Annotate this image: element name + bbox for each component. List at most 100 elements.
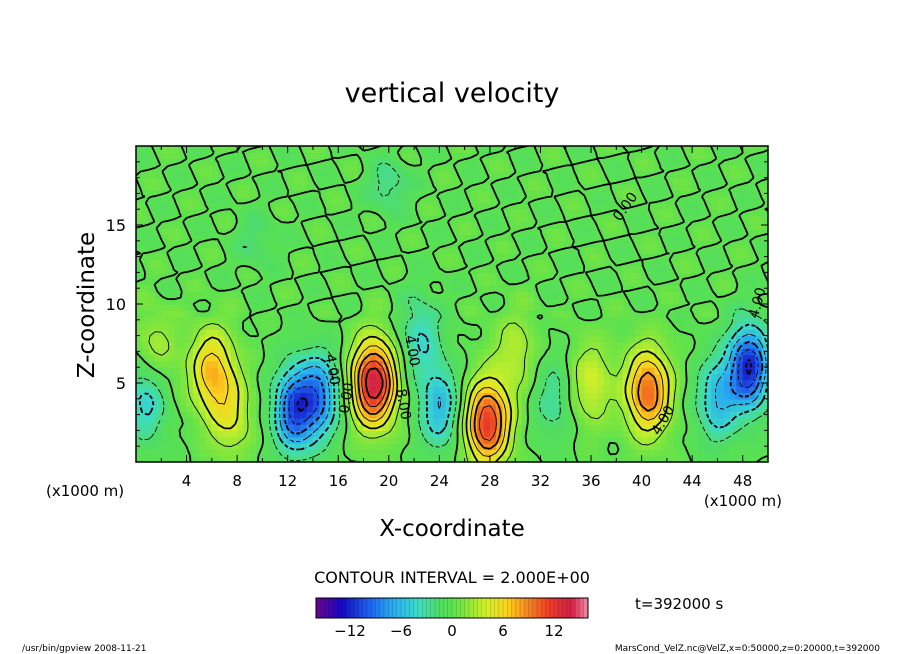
heat-cell <box>654 316 662 324</box>
heat-cell <box>300 285 308 292</box>
heat-cell <box>502 171 510 179</box>
heat-cell <box>502 424 510 431</box>
heat-cell <box>452 146 459 153</box>
heat-cell <box>553 354 561 362</box>
heat-cell <box>534 405 542 413</box>
heat-cell <box>654 367 662 375</box>
heat-cell <box>679 341 687 349</box>
heat-cell <box>489 164 497 172</box>
heat-cell <box>496 424 504 431</box>
heat-cell <box>439 411 447 419</box>
heat-cell <box>173 152 181 160</box>
heat-cell <box>420 164 428 172</box>
heat-cell <box>647 360 655 368</box>
heat-cell <box>711 253 719 261</box>
heat-cell <box>761 322 768 330</box>
heat-cell <box>711 341 719 349</box>
heat-cell <box>262 436 270 444</box>
heat-cell <box>224 240 232 248</box>
heat-cell <box>540 259 548 267</box>
heat-cell <box>647 247 655 255</box>
heat-cell <box>344 196 352 204</box>
heat-cell <box>237 228 245 236</box>
heat-cell <box>534 354 542 362</box>
heat-cell <box>230 158 238 166</box>
heat-cell <box>622 234 630 242</box>
heat-cell <box>199 202 207 210</box>
heat-cell <box>142 234 150 242</box>
heat-cell <box>205 259 213 267</box>
heat-cell <box>180 341 188 349</box>
heat-cell <box>546 379 554 387</box>
heat-cell <box>508 259 516 267</box>
heat-cell <box>628 322 636 330</box>
heat-cell <box>249 322 257 330</box>
heat-cell <box>186 430 194 438</box>
heat-cell <box>572 259 579 267</box>
heat-cell <box>622 247 630 255</box>
heat-cell <box>294 152 301 160</box>
heat-cell <box>477 310 485 318</box>
heat-cell <box>521 417 529 425</box>
heat-cell <box>559 430 567 438</box>
heat-cell <box>199 259 207 267</box>
heat-cell <box>527 190 535 198</box>
heat-cell <box>230 367 238 375</box>
heat-cell <box>205 405 213 413</box>
heat-cell <box>666 398 674 406</box>
heat-cell <box>685 354 693 362</box>
heat-cell <box>730 392 737 400</box>
heat-cell <box>679 373 687 381</box>
heat-cell <box>540 455 548 462</box>
heat-cell <box>477 316 485 324</box>
heat-cell <box>376 304 384 311</box>
heat-cell <box>167 379 175 387</box>
heat-cell <box>452 367 459 375</box>
heat-cell <box>369 405 377 413</box>
heat-cell <box>496 234 504 242</box>
heat-cell <box>610 411 617 419</box>
heat-cell <box>426 341 434 349</box>
heat-cell <box>685 215 693 223</box>
heat-cell <box>256 146 263 153</box>
heat-cell <box>458 341 466 349</box>
heat-cell <box>407 202 415 210</box>
heat-cell <box>489 329 497 337</box>
heat-cell <box>414 221 421 229</box>
heat-cell <box>685 247 693 255</box>
heat-cell <box>249 335 257 343</box>
heat-cell <box>376 164 384 172</box>
heat-cell <box>173 240 181 248</box>
heat-cell <box>755 278 763 286</box>
heat-cell <box>749 158 756 166</box>
heat-cell <box>578 360 586 368</box>
heat-cell <box>641 259 649 267</box>
heat-cell <box>344 341 352 349</box>
heat-cell <box>622 266 630 273</box>
heat-cell <box>654 424 662 431</box>
heat-cell <box>382 455 390 462</box>
heat-cell <box>527 152 535 160</box>
heat-cell <box>230 322 238 330</box>
heat-cell <box>565 322 573 330</box>
heat-cell <box>325 272 333 280</box>
heat-cell <box>237 379 245 387</box>
heat-cell <box>167 177 175 185</box>
heat-cell <box>287 209 295 217</box>
heat-cell <box>180 278 188 286</box>
heat-cell <box>173 348 181 356</box>
heat-cell <box>458 411 466 419</box>
heat-cell <box>312 379 320 387</box>
heat-cell <box>496 171 504 179</box>
heat-cell <box>628 171 636 179</box>
heat-cell <box>433 146 440 153</box>
heat-cell <box>641 278 649 286</box>
heat-cell <box>597 297 605 305</box>
heat-cell <box>641 209 649 217</box>
heat-cell <box>414 196 421 204</box>
heat-cell <box>420 190 428 198</box>
heat-cell <box>331 278 339 286</box>
heat-cell <box>553 272 561 280</box>
heat-cell <box>546 367 554 375</box>
heat-cell <box>692 392 700 400</box>
